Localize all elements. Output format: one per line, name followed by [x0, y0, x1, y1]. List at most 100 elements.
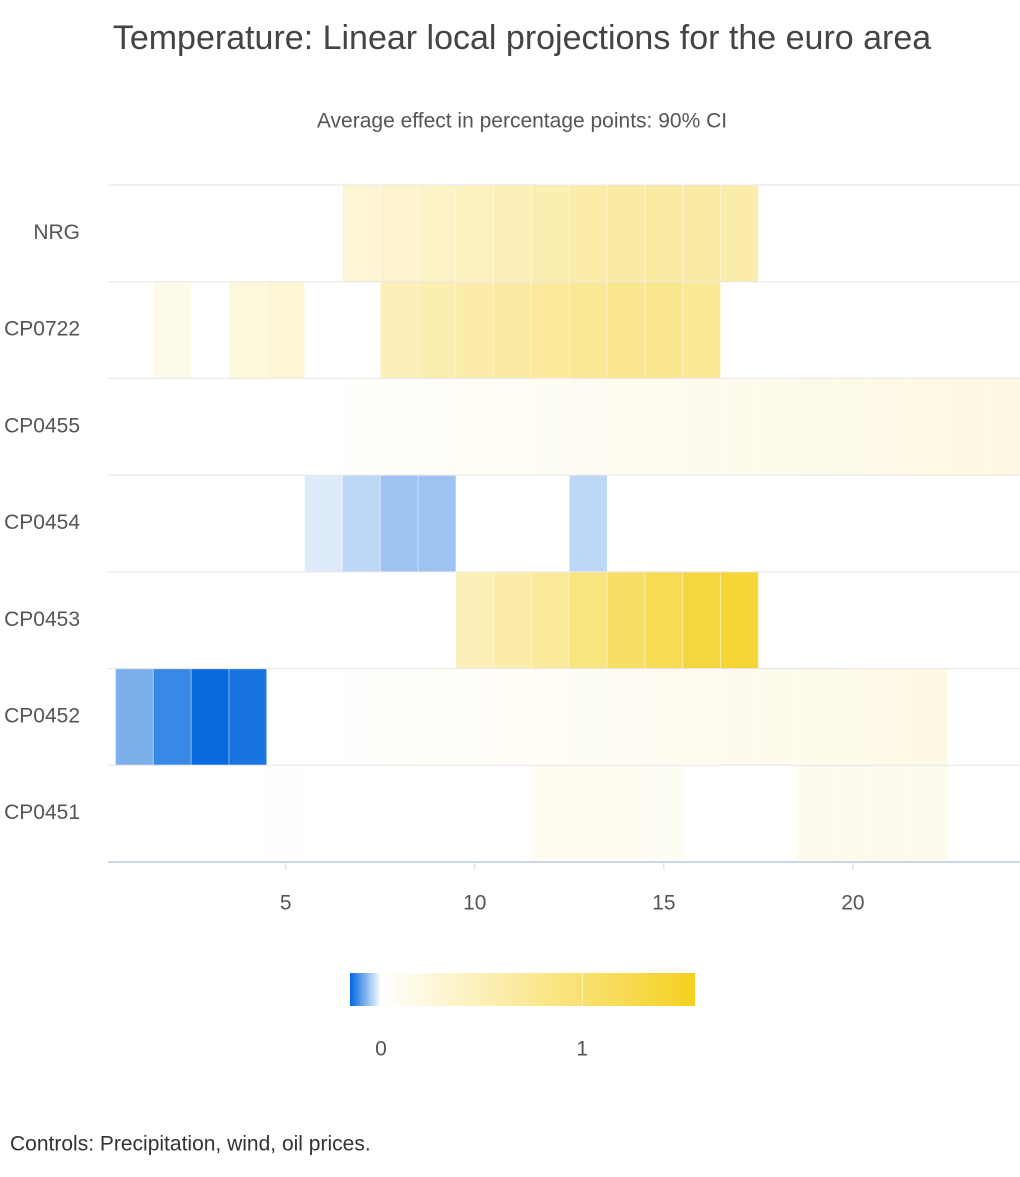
heat-cell	[266, 764, 306, 863]
legend-tick-label: 1	[576, 1038, 588, 1061]
heat-cell	[455, 571, 495, 670]
heat-cell	[228, 281, 268, 379]
heat-cell	[795, 377, 835, 476]
heat-cell	[833, 764, 873, 863]
heat-cell	[833, 377, 873, 476]
heat-cell	[644, 184, 684, 283]
heat-cell	[795, 668, 835, 766]
heat-cell	[644, 571, 684, 670]
heat-cell	[909, 377, 948, 476]
heat-cell	[152, 668, 192, 766]
heat-cell	[720, 377, 759, 476]
heat-cell	[568, 281, 608, 379]
heat-cell	[493, 377, 532, 476]
heat-cell	[606, 668, 646, 766]
x-tick-label: 20	[841, 892, 864, 915]
heat-cell	[568, 474, 608, 573]
heat-cell	[341, 377, 381, 476]
heat-cell	[455, 184, 495, 283]
chart-subtitle: Average effect in percentage points: 90%…	[317, 110, 727, 133]
heat-cell	[530, 281, 570, 379]
heat-cell	[304, 474, 343, 573]
heat-cell	[644, 668, 684, 766]
heat-cell	[568, 377, 608, 476]
heat-cell	[417, 184, 457, 283]
heat-cell	[530, 571, 570, 670]
heat-cell	[644, 764, 684, 863]
heat-cell	[341, 474, 381, 573]
heat-cell	[379, 668, 419, 766]
x-tick-label: 10	[463, 892, 486, 915]
heat-cell	[720, 668, 759, 766]
heat-cell	[871, 668, 911, 766]
heat-cell	[115, 668, 154, 766]
heat-cell	[568, 184, 608, 283]
heat-cell	[720, 184, 759, 283]
heat-cell	[606, 281, 646, 379]
heat-cell	[341, 184, 381, 283]
color-legend-bar	[350, 973, 695, 1006]
y-tick-label: CP0453	[4, 608, 80, 631]
heat-cell	[417, 377, 457, 476]
heat-cell	[493, 571, 532, 670]
heat-cell	[493, 668, 532, 766]
heat-cell	[606, 571, 646, 670]
heat-cell	[568, 668, 608, 766]
y-tick-label: CP0455	[4, 414, 80, 437]
heat-cell	[379, 474, 419, 573]
y-tick-label: CP0452	[4, 704, 80, 727]
heat-cell	[720, 571, 759, 670]
heat-cell	[266, 281, 306, 379]
heat-cell	[417, 281, 457, 379]
heat-cell	[682, 377, 722, 476]
heat-cell	[682, 668, 722, 766]
y-tick-label: CP0722	[4, 318, 80, 341]
heat-cell	[530, 668, 570, 766]
heat-cell	[530, 377, 570, 476]
heat-cell	[530, 184, 570, 283]
y-tick-label: CP0454	[4, 511, 80, 534]
heat-cell	[909, 764, 948, 863]
heat-cell	[644, 281, 684, 379]
heat-cell	[568, 764, 608, 863]
heat-cell	[682, 184, 722, 283]
heat-cell	[757, 377, 797, 476]
heat-cell	[417, 474, 457, 573]
heat-cell	[304, 668, 343, 766]
heat-cell	[606, 377, 646, 476]
heat-cell	[341, 668, 381, 766]
heat-cell	[379, 377, 419, 476]
heat-cell	[455, 377, 495, 476]
x-tick-label: 5	[280, 892, 292, 915]
heat-cell	[682, 281, 722, 379]
heat-cell	[455, 281, 495, 379]
heat-cell	[493, 184, 532, 283]
heat-cell	[228, 668, 268, 766]
heat-cell	[909, 668, 948, 766]
heat-cell	[644, 377, 684, 476]
heat-cell	[606, 764, 646, 863]
heat-cell	[455, 668, 495, 766]
heat-cell	[266, 668, 306, 766]
heat-cell	[152, 281, 192, 379]
heat-cell	[833, 668, 873, 766]
x-tick-label: 15	[652, 892, 675, 915]
heat-cell	[757, 668, 797, 766]
footer-note: Controls: Precipitation, wind, oil price…	[10, 1133, 371, 1156]
chart-title: Temperature: Linear local projections fo…	[113, 19, 931, 57]
heat-cell	[417, 668, 457, 766]
heat-cell	[379, 281, 419, 379]
heat-cell	[606, 184, 646, 283]
heat-cell	[568, 571, 608, 670]
heat-cell	[190, 668, 230, 766]
heat-cell	[871, 764, 911, 863]
y-tick-label: NRG	[33, 221, 80, 244]
heat-cell	[379, 184, 419, 283]
y-tick-label: CP0451	[4, 801, 80, 824]
heat-cell	[530, 764, 570, 863]
heat-cell	[682, 571, 722, 670]
legend-tick-label: 0	[375, 1038, 387, 1061]
heat-cell	[795, 764, 835, 863]
heat-cell	[984, 377, 1020, 476]
